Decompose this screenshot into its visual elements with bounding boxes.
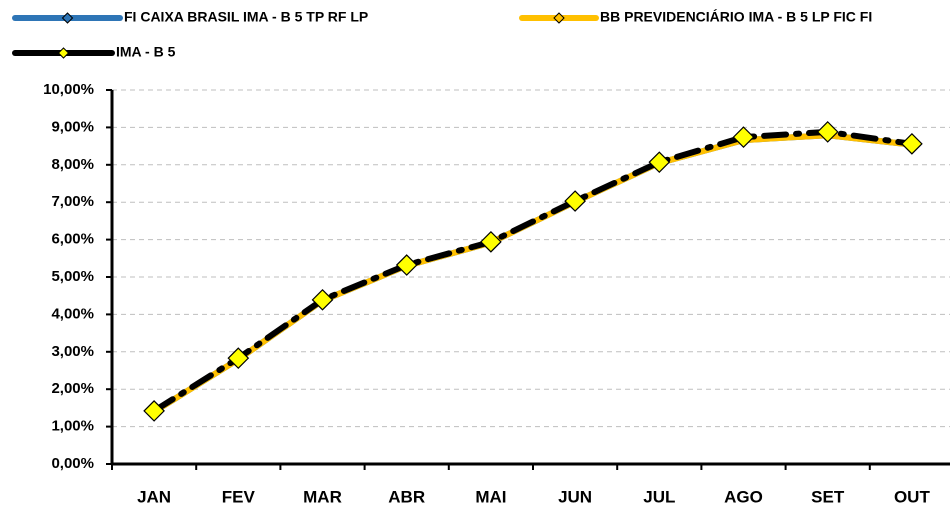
x-tick-label: FEV <box>222 487 256 506</box>
legend-label: FI CAIXA BRASIL IMA - B 5 TP RF LP <box>124 9 368 25</box>
marker <box>311 288 334 311</box>
marker <box>732 126 755 148</box>
legend-marker <box>57 47 70 59</box>
series-line <box>151 132 915 415</box>
x-tick-label: AGO <box>724 487 763 506</box>
marker <box>901 133 923 155</box>
legend-marker <box>553 12 565 24</box>
y-tick-label: 3,00% <box>51 343 94 360</box>
x-tick-label: JUN <box>558 487 592 506</box>
y-tick-label: 7,00% <box>51 193 94 210</box>
x-tick-label: ABR <box>388 487 425 506</box>
x-tick-label: MAR <box>303 487 342 506</box>
y-tick-label: 4,00% <box>51 305 94 322</box>
marker <box>143 400 165 422</box>
series-line <box>151 132 915 415</box>
y-tick-label: 6,00% <box>51 231 94 248</box>
y-tick-label: 10,00% <box>43 81 94 98</box>
y-tick-label: 5,00% <box>51 268 94 285</box>
y-tick-label: 0,00% <box>51 455 94 472</box>
marker <box>480 230 502 253</box>
y-tick-label: 9,00% <box>51 118 94 135</box>
marker <box>816 121 839 143</box>
y-tick-label: 8,00% <box>51 156 94 173</box>
series-line <box>151 128 915 414</box>
marker <box>227 347 250 370</box>
x-tick-label: SET <box>811 487 845 506</box>
x-tick-label: JUL <box>643 487 675 506</box>
marker <box>648 151 671 174</box>
x-tick-label: JAN <box>137 487 171 506</box>
legend-label: IMA - B 5 <box>116 44 176 60</box>
legend-label: BB PREVIDENCIÁRIO IMA - B 5 LP FIC FI <box>600 9 872 25</box>
x-tick-label: MAI <box>475 487 506 506</box>
y-tick-label: 2,00% <box>51 380 94 397</box>
y-tick-label: 1,00% <box>51 418 94 435</box>
x-tick-label: OUT <box>894 487 931 506</box>
marker <box>395 254 418 276</box>
legend-marker <box>61 12 74 24</box>
marker <box>564 190 586 212</box>
